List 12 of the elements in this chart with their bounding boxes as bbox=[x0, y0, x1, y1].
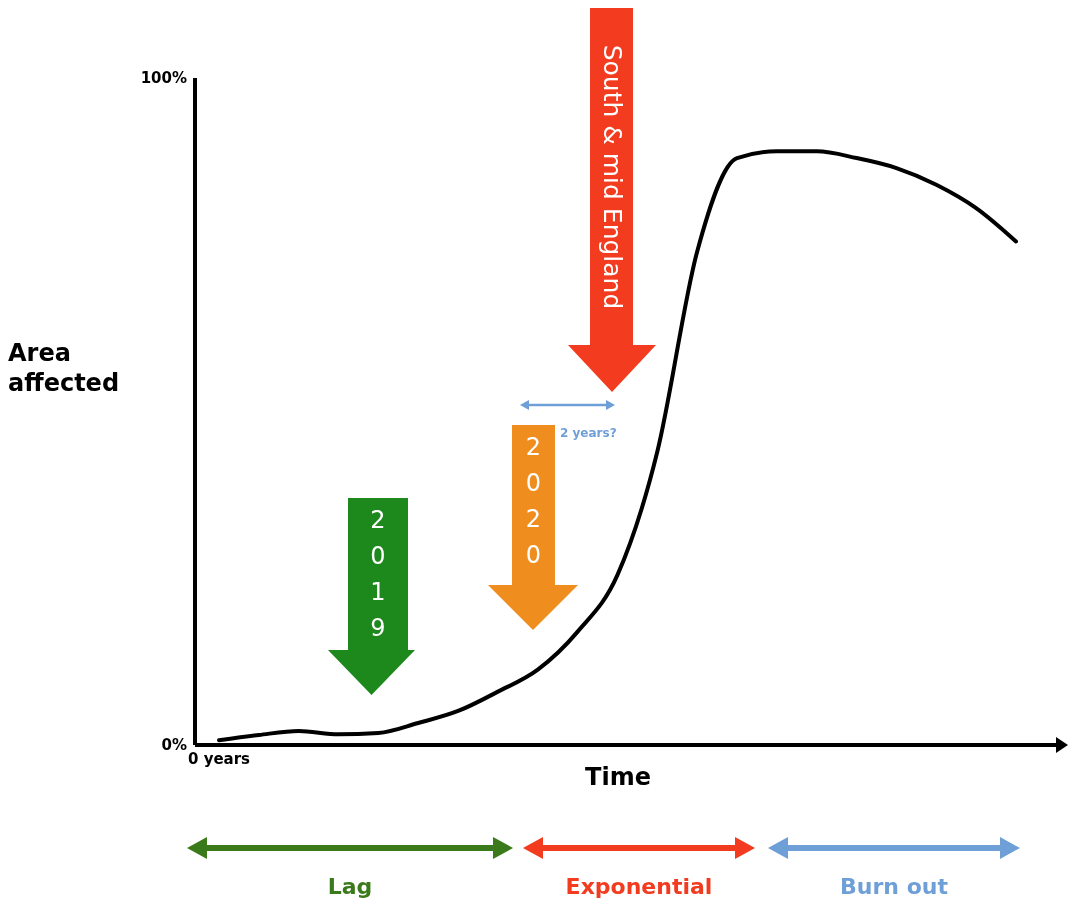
text: Exponential bbox=[565, 874, 713, 899]
annotation: 2020 bbox=[525, 432, 542, 571]
annotation: South & mid England bbox=[597, 44, 626, 309]
text: Burn out bbox=[840, 874, 948, 899]
x-tick-label: 0 years bbox=[187, 749, 251, 768]
annotation: 2 years? bbox=[560, 426, 617, 440]
text: Lag bbox=[327, 874, 373, 899]
y-tick-label: 0% bbox=[161, 736, 187, 755]
annotation: 2019 bbox=[370, 505, 386, 644]
x-axis-title: Time bbox=[585, 763, 651, 791]
y-axis-title: Area affected bbox=[8, 338, 121, 398]
y-tick-label: 100% bbox=[140, 69, 187, 88]
